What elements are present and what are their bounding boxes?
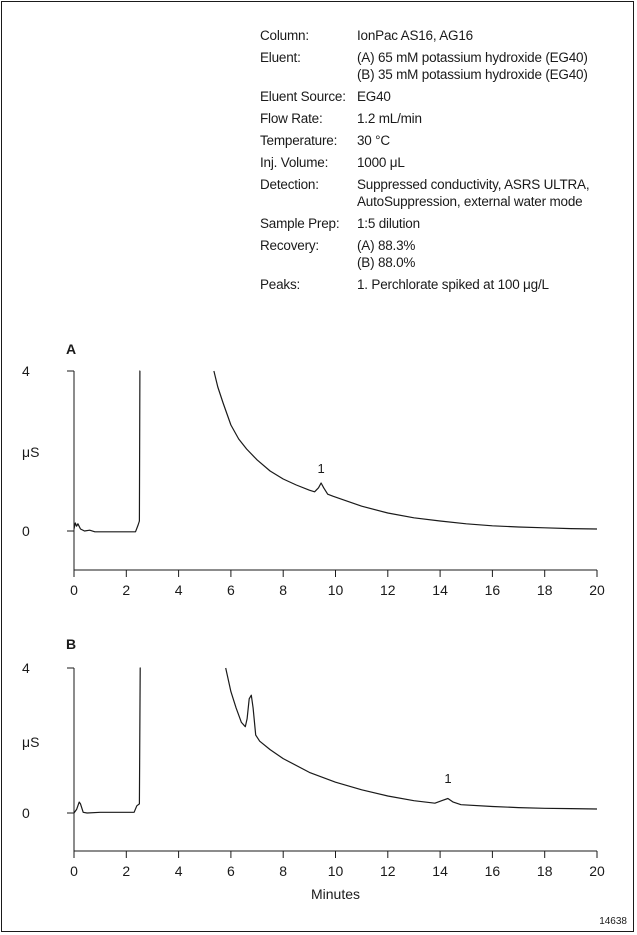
condition-label: Detection:: [260, 177, 319, 192]
x-tick-label: 6: [227, 863, 235, 879]
condition-values: 1:5 dilution: [357, 215, 632, 232]
y-tick-label: 4: [22, 363, 30, 379]
condition-values: IonPac AS16, AG16: [357, 27, 632, 44]
chromatogram-trace: [225, 667, 598, 810]
condition-value: 30 °C: [357, 133, 390, 148]
condition-value: 1. Perchlorate spiked at 100 μg/L: [357, 277, 549, 292]
condition-value: 1000 μL: [357, 155, 405, 170]
x-tick-label: 6: [227, 582, 235, 598]
x-tick-label: 14: [432, 582, 448, 598]
x-tick-label: 16: [485, 582, 501, 598]
x-tick-label: 8: [279, 863, 287, 879]
condition-values: 1. Perchlorate spiked at 100 μg/L: [357, 276, 632, 293]
condition-label: Eluent:: [260, 50, 301, 65]
condition-row: Sample Prep: 1:5 dilution: [260, 215, 632, 232]
condition-values: Suppressed conductivity, ASRS ULTRA, Auto…: [357, 176, 632, 210]
condition-label: Inj. Volume:: [260, 155, 329, 170]
condition-values: 30 °C: [357, 132, 632, 149]
panel-label: A: [66, 341, 76, 357]
condition-row: Inj. Volume: 1000 μL: [260, 154, 632, 171]
chromatogram-trace: [73, 667, 141, 814]
condition-values: 1.2 mL/min: [357, 110, 632, 127]
condition-label: Recovery:: [260, 238, 319, 253]
condition-row: Temperature: 30 °C: [260, 132, 632, 149]
chart-panel-a: A 0 4 μS 0 2 4 6 8 10 12 14 16 18 20 1: [22, 341, 605, 598]
peak-label: 1: [318, 461, 325, 476]
condition-values: (A) 65 mM potassium hydroxide (EG40) (B) …: [357, 49, 632, 83]
condition-label: Eluent Source:: [260, 89, 346, 104]
x-tick-label: 20: [589, 863, 605, 879]
condition-row: Peaks: 1. Perchlorate spiked at 100 μg/L: [260, 276, 632, 293]
figure-id: 14638: [599, 916, 627, 927]
condition-value: 1.2 mL/min: [357, 111, 422, 126]
x-tick-label: 2: [122, 863, 130, 879]
x-tick-label: 0: [70, 582, 78, 598]
condition-row: Column: IonPac AS16, AG16: [260, 27, 632, 44]
condition-value: (A) 88.3%: [357, 238, 416, 253]
condition-label: Temperature:: [260, 133, 338, 148]
chromatogram-trace: [73, 370, 141, 533]
condition-value: IonPac AS16, AG16: [357, 28, 473, 43]
panel-label: B: [66, 636, 76, 652]
condition-values: EG40: [357, 88, 632, 105]
x-tick-label: 10: [328, 863, 344, 879]
conditions-table: Column: IonPac AS16, AG16 Eluent: (A) 65 mM…: [260, 27, 632, 298]
condition-value: (B) 88.0%: [357, 255, 416, 270]
condition-row: Recovery: (A) 88.3% (B) 88.0%: [260, 237, 632, 271]
y-tick-label: 0: [22, 523, 30, 539]
y-axis-label: μS: [22, 734, 39, 750]
condition-label: Column:: [260, 28, 309, 43]
condition-row: Detection: Suppressed conductivity, ASRS …: [260, 176, 632, 210]
y-tick-label: 4: [22, 660, 30, 676]
x-tick-label: 0: [70, 863, 78, 879]
x-tick-label: 4: [175, 863, 183, 879]
condition-value: AutoSuppression, external water mode: [357, 194, 583, 209]
condition-row: Flow Rate: 1.2 mL/min: [260, 110, 632, 127]
y-axis-label: μS: [22, 444, 39, 460]
x-axis-label: Minutes: [311, 886, 360, 902]
chromatogram-trace: [213, 370, 598, 530]
condition-values: (A) 88.3% (B) 88.0%: [357, 237, 632, 271]
condition-value: (A) 65 mM potassium hydroxide (EG40): [357, 50, 588, 65]
condition-value: (B) 35 mM potassium hydroxide (EG40): [357, 67, 588, 82]
peak-label: 1: [444, 771, 451, 786]
y-tick-label: 0: [22, 805, 30, 821]
x-tick-label: 10: [328, 582, 344, 598]
x-tick-label: 18: [537, 863, 553, 879]
condition-label: Flow Rate:: [260, 111, 323, 126]
x-tick-label: 12: [380, 863, 396, 879]
condition-value: 1:5 dilution: [357, 216, 420, 231]
x-tick-label: 12: [380, 582, 396, 598]
x-tick-label: 16: [485, 863, 501, 879]
x-tick-label: 18: [537, 582, 553, 598]
x-tick-label: 4: [175, 582, 183, 598]
condition-value: Suppressed conductivity, ASRS ULTRA,: [357, 177, 590, 192]
condition-label: Sample Prep:: [260, 216, 340, 231]
condition-label: Peaks:: [260, 277, 301, 292]
condition-row: Eluent: (A) 65 mM potassium hydroxide (EG…: [260, 49, 632, 83]
chart-panel-b: B 0 4 μS 0 2 4 6 8 10 12 14 16 18 20 Minutes 1: [22, 636, 605, 902]
condition-row: Eluent Source: EG40: [260, 88, 632, 105]
x-tick-label: 14: [432, 863, 448, 879]
condition-values: 1000 μL: [357, 154, 632, 171]
x-tick-label: 2: [122, 582, 130, 598]
x-tick-label: 8: [279, 582, 287, 598]
condition-value: EG40: [357, 89, 391, 104]
x-tick-label: 20: [589, 582, 605, 598]
